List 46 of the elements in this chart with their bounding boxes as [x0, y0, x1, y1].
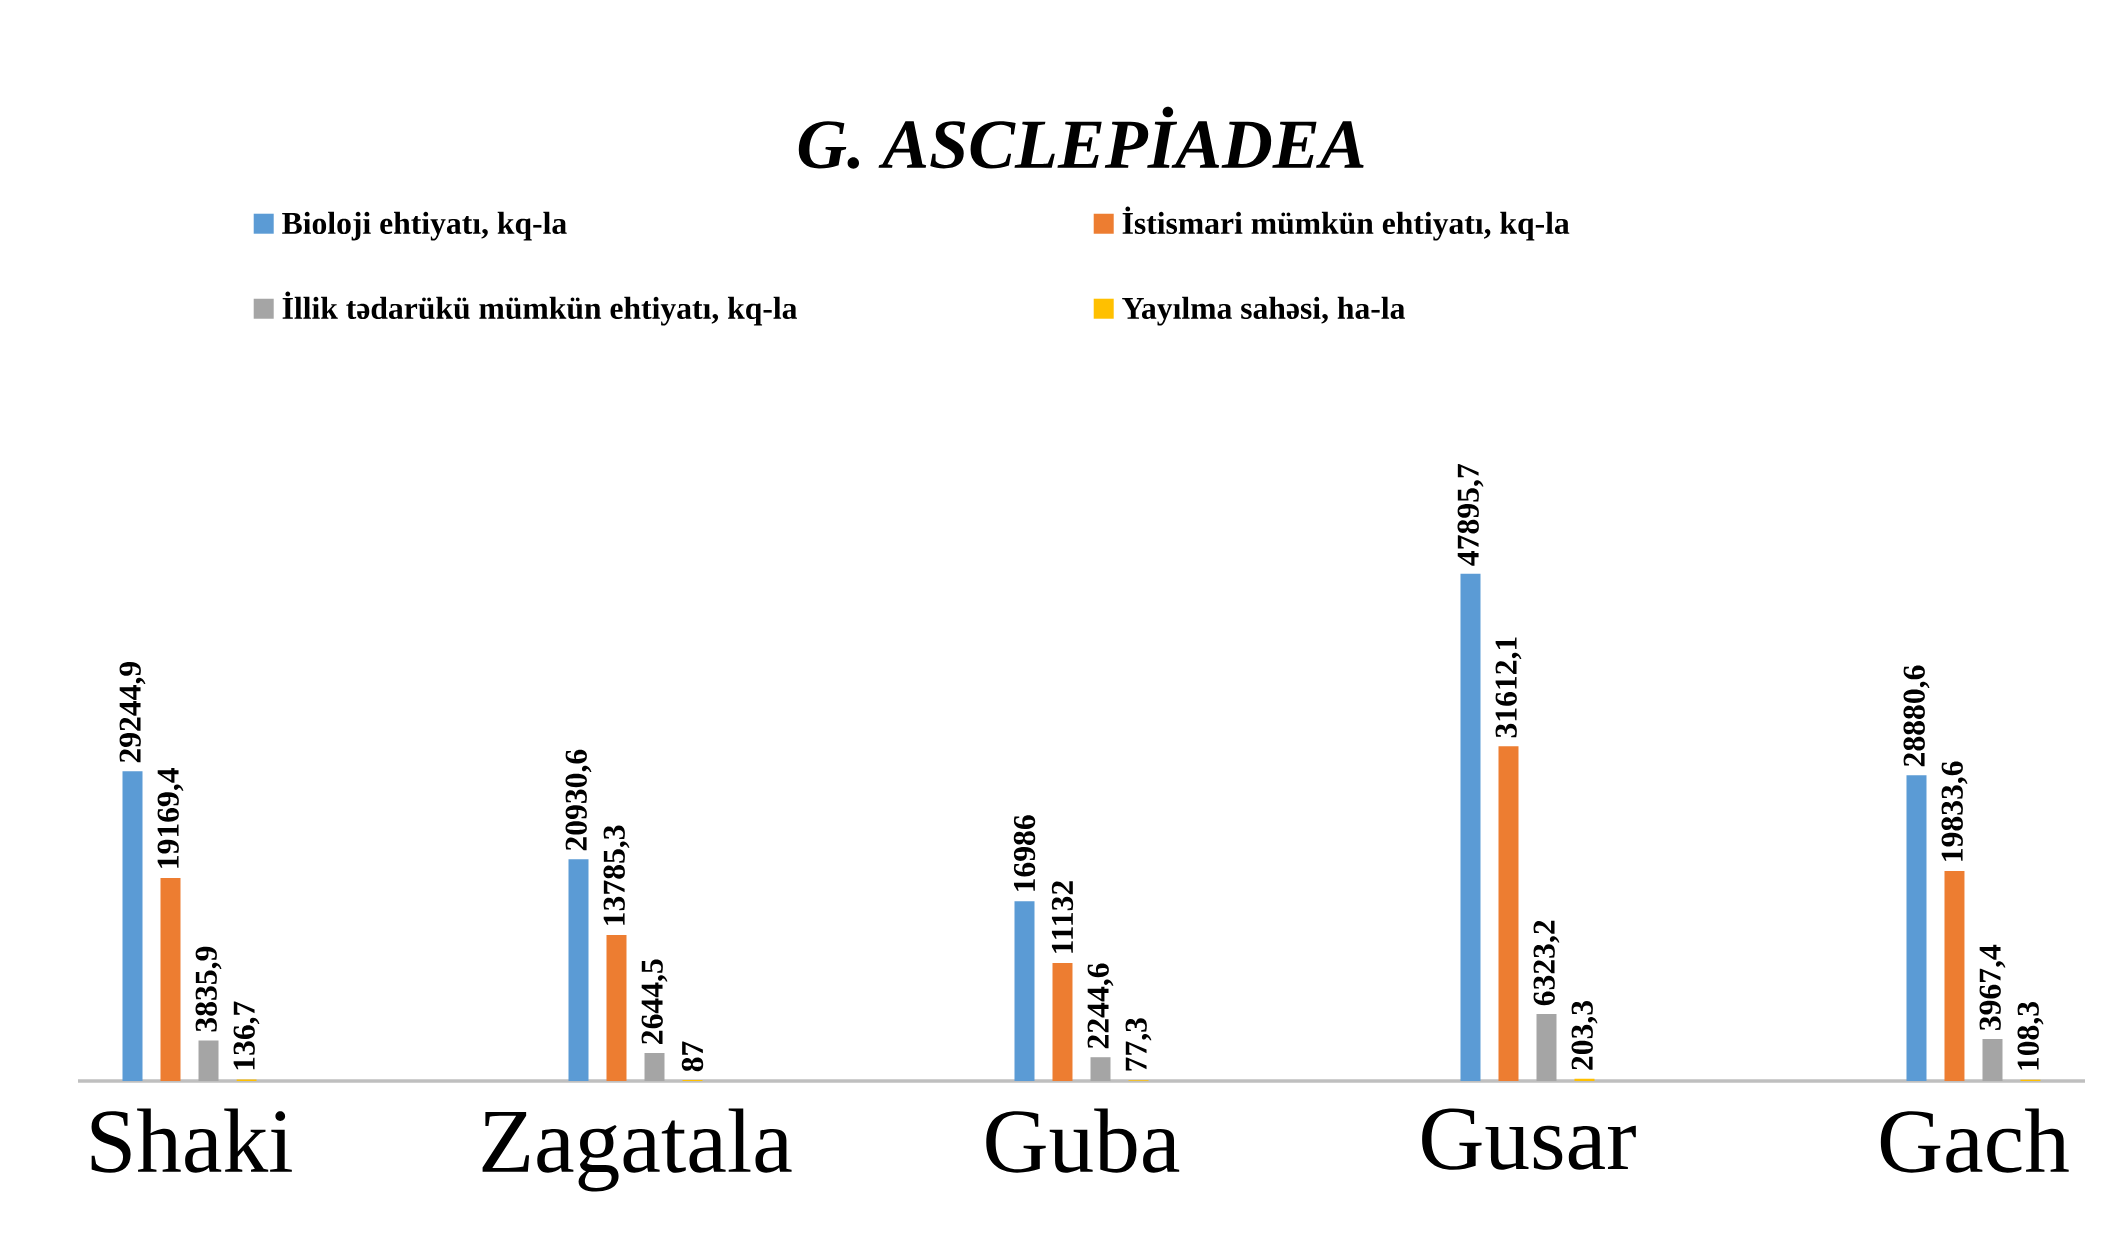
- data-label: 108,3: [2017, 1002, 2044, 1070]
- legend-label: Bioloji ehtiyatı, kq-la: [282, 211, 567, 241]
- bar: [198, 1040, 219, 1081]
- data-label: 13785,3: [603, 825, 630, 925]
- legend-label: İstismari mümkün ehtiyatı, kq-la: [1122, 206, 1570, 241]
- data-label: 77,3: [1125, 1018, 1152, 1071]
- bar: [1536, 1014, 1557, 1081]
- data-label: 6323,2: [1533, 920, 1560, 1006]
- data-label: 203,3: [1571, 1001, 1598, 1070]
- data-label: 3835,9: [195, 946, 222, 1032]
- bar: [1944, 870, 1965, 1081]
- x-tick-label: Gach: [1880, 1108, 2069, 1173]
- data-label: 19169,4: [157, 768, 184, 868]
- bar: [1014, 901, 1035, 1081]
- bar: [568, 859, 589, 1081]
- chart-title: G. ASCLEPİADEA: [798, 106, 1364, 169]
- data-label: 19833,6: [1941, 761, 1968, 861]
- bar: [1090, 1057, 1111, 1081]
- data-label: 136,7: [233, 1001, 260, 1070]
- bar: [122, 771, 143, 1081]
- data-label: 29244,9: [119, 661, 146, 763]
- data-label: 16986: [1013, 815, 1036, 891]
- data-label: 11132: [1051, 881, 1074, 953]
- x-tick-label: Gusar: [1422, 1108, 1636, 1170]
- bar: [1906, 775, 1927, 1081]
- legend-label: Yayılma sahəsi, ha-la: [1122, 296, 1405, 326]
- x-tick-label: Zagatala: [482, 1108, 792, 1192]
- data-label: 87: [681, 1041, 704, 1072]
- data-label: 2244,6: [1087, 963, 1114, 1049]
- bar: [1498, 746, 1519, 1081]
- legend-label: İllik tədarükü mümkün ehtiyatı, kq-la: [282, 291, 797, 326]
- x-tick-label: Guba: [986, 1108, 1180, 1173]
- data-label: 47895,7: [1457, 464, 1484, 566]
- data-label: 31612,1: [1495, 637, 1522, 738]
- data-label: 20930,6: [565, 749, 592, 851]
- bar: [160, 878, 181, 1081]
- bar: [1052, 963, 1073, 1081]
- x-tick-label: Shaki: [91, 1108, 292, 1173]
- data-label: 28880,6: [1903, 665, 1930, 767]
- bar: [1982, 1038, 2003, 1081]
- data-label: 2644,5: [641, 959, 668, 1044]
- bar: [644, 1052, 665, 1081]
- bar: [1460, 573, 1481, 1081]
- bar: [1574, 1078, 1595, 1081]
- data-label: 3967,4: [1979, 944, 2006, 1031]
- bar: [606, 935, 627, 1081]
